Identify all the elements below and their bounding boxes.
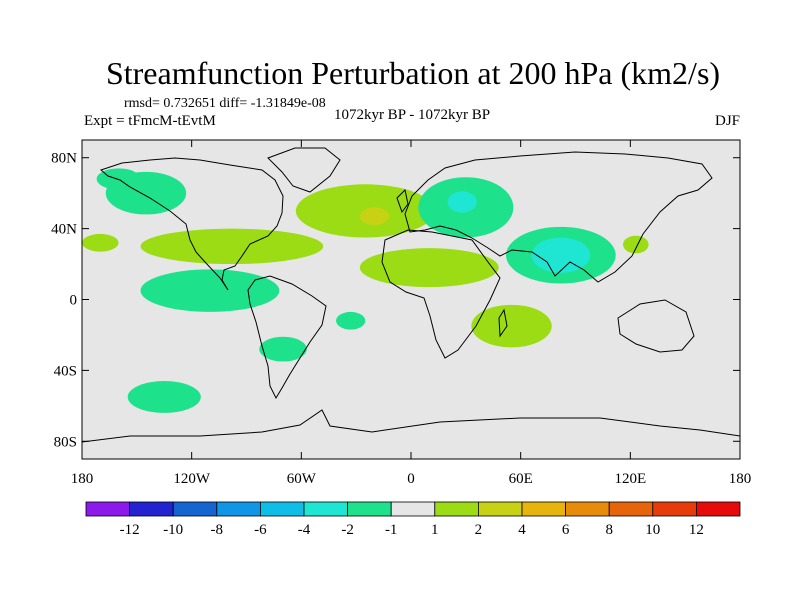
- chart-title: Streamfunction Perturbation at 200 hPa (…: [106, 55, 720, 91]
- colorbar-label: -1: [385, 522, 398, 538]
- colorbar-label: 1: [431, 522, 439, 538]
- anomaly-india-core: [531, 237, 591, 273]
- anomaly-regions: [82, 168, 649, 413]
- anomaly-sahara-positive: [359, 248, 499, 288]
- colorbar-label: 8: [605, 522, 613, 538]
- coast-uk: [396, 188, 409, 214]
- colorbar-swatch: [608, 501, 654, 517]
- colorbar-label: -6: [254, 522, 267, 538]
- anomaly-japan-positive: [623, 235, 649, 254]
- coastlines: [82, 147, 740, 443]
- coast-south-america: [247, 275, 327, 400]
- anomaly-alaska-negative: [96, 168, 141, 190]
- colorbar-swatch: [652, 501, 697, 517]
- colorbar-swatch: [477, 501, 523, 517]
- colorbar-swatch: [172, 501, 218, 517]
- colorbar-label: 12: [689, 522, 704, 538]
- colorbar-label: -4: [298, 522, 311, 538]
- season-label: DJF: [715, 113, 740, 129]
- colorbar-swatch: [85, 501, 130, 517]
- colorbar-swatch: [390, 501, 436, 517]
- colorbar-swatch: [521, 501, 566, 517]
- coast-africa: [381, 229, 501, 359]
- x-tick-label: 0: [407, 471, 415, 487]
- anomaly-north-atlantic-core: [359, 207, 390, 226]
- period-text: 1072kyr BP - 1072kyr BP: [334, 107, 490, 123]
- anomaly-us-positive: [140, 228, 324, 265]
- y-tick-label: 40S: [54, 363, 77, 379]
- coast-north-america: [100, 157, 284, 291]
- colorbar-swatch: [434, 501, 479, 517]
- colorbar-swatch: [347, 501, 392, 517]
- coast-madagascar: [498, 308, 508, 338]
- anomaly-south-pacific-negative: [127, 381, 201, 413]
- anomaly-madagascar-positive: [471, 304, 552, 348]
- colorbar-swatch: [216, 501, 261, 517]
- x-tick-label: 120W: [173, 471, 211, 487]
- colorbar-label: 4: [518, 522, 526, 538]
- colorbar-label: 10: [645, 522, 660, 538]
- x-tick-label: 60E: [509, 471, 533, 487]
- anomaly-eq-pacific-negative: [140, 269, 280, 312]
- colorbar-swatch: [259, 501, 305, 517]
- coast-antarctica: [82, 409, 740, 443]
- x-tick-label: 60W: [287, 471, 317, 487]
- colorbar-swatch: [129, 501, 174, 517]
- anomaly-south-america-negative: [259, 336, 307, 362]
- colorbar-swatch: [565, 501, 610, 517]
- colorbar-label: -12: [120, 522, 140, 538]
- colorbar-swatch: [696, 501, 741, 517]
- colorbar-swatch: [303, 501, 348, 517]
- x-axis: 180 120W 60W 0 60E 120E 180: [71, 140, 752, 487]
- x-tick-label: 180: [71, 471, 94, 487]
- colorbar-label: -2: [341, 522, 354, 538]
- y-tick-label: 40N: [51, 222, 77, 238]
- coast-australia: [617, 299, 695, 353]
- expt-text: Expt = tFmcM-tEvtM: [84, 113, 216, 129]
- colorbar: -12 -10 -8 -6 -4 -2 -1 1 2 4 6 8 10 12: [85, 501, 741, 538]
- y-tick-label: 0: [70, 293, 78, 309]
- anomaly-atlantic-eq-negative: [336, 311, 366, 330]
- colorbar-label: -10: [163, 522, 183, 538]
- colorbar-label: 2: [475, 522, 483, 538]
- y-tick-label: 80S: [54, 434, 77, 450]
- anomaly-europe-core: [447, 191, 477, 213]
- colorbar-label: 6: [562, 522, 570, 538]
- y-axis: 80N 40N 0 40S 80S: [51, 151, 740, 450]
- y-tick-label: 80N: [51, 151, 77, 167]
- anomaly-central-pacific-positive: [82, 233, 119, 252]
- x-tick-label: 180: [729, 471, 752, 487]
- coast-eurasia: [404, 151, 713, 283]
- stats-text: rmsd= 0.732651 diff= -1.31849e-08: [124, 96, 326, 111]
- coast-greenland: [267, 147, 341, 193]
- x-tick-label: 120E: [614, 471, 646, 487]
- colorbar-label: -8: [211, 522, 224, 538]
